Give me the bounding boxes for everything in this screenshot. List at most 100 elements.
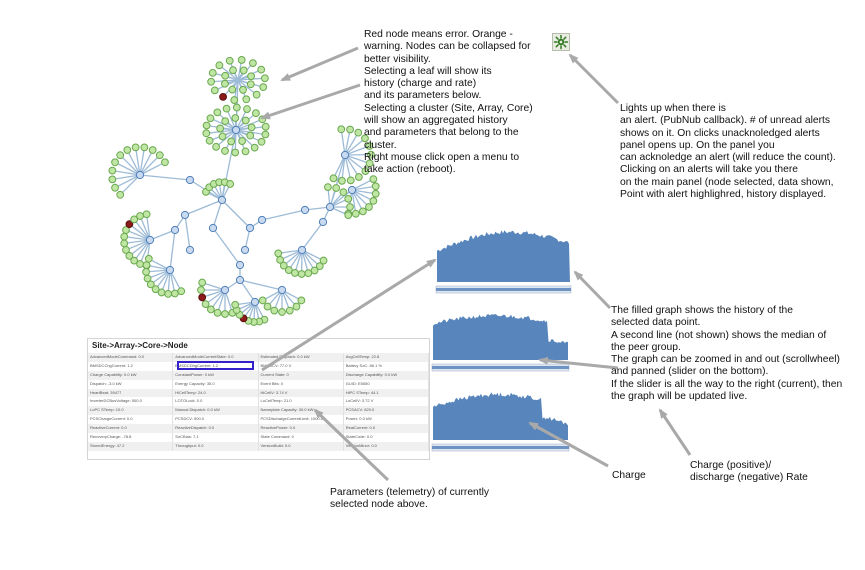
param-cell[interactable]: AdvancedModeCurrentState: 0.0	[173, 353, 259, 362]
leaf-node[interactable]	[231, 300, 240, 309]
leaf-node[interactable]	[279, 261, 288, 270]
cluster-node[interactable]	[208, 223, 218, 233]
network-edge[interactable]	[239, 279, 256, 303]
param-cell[interactable]: ConstantPower: 0 kW	[173, 370, 259, 380]
network-edge[interactable]	[344, 129, 351, 156]
cluster-node[interactable]	[170, 225, 180, 235]
leaf-node[interactable]	[221, 147, 229, 155]
param-cell[interactable]: BMSDCChgCurrent: 1.2	[88, 361, 174, 371]
network-edge[interactable]	[133, 239, 151, 262]
network-edge[interactable]	[344, 137, 366, 156]
leaf-node[interactable]	[291, 269, 299, 277]
param-cell[interactable]: Battery SoC: 86.1 %	[344, 361, 429, 371]
param-cell[interactable]: RecoveryCharge: -78.8	[88, 433, 174, 442]
leaf-node[interactable]	[228, 85, 237, 94]
leaf-node[interactable]	[252, 90, 261, 99]
network-edge[interactable]	[114, 174, 141, 189]
network-edge[interactable]	[239, 279, 283, 291]
leaf-node[interactable]	[210, 86, 219, 95]
leaf-node[interactable]	[297, 296, 306, 305]
cluster-node[interactable]	[180, 210, 190, 220]
network-edge[interactable]	[134, 147, 141, 176]
leaf-node[interactable]	[161, 158, 169, 167]
network-edge[interactable]	[344, 154, 370, 164]
param-cell[interactable]: Manual Dispatch: 0.0 kW	[173, 406, 259, 416]
param-cell[interactable]: Current State: 0	[259, 370, 344, 380]
leaf-node[interactable]	[231, 114, 240, 122]
param-cell[interactable]: AdvancedModeCommand: 0.0	[88, 353, 174, 362]
network-edge[interactable]	[139, 215, 151, 241]
leaf-node[interactable]	[284, 266, 293, 274]
error-node[interactable]	[198, 293, 207, 302]
leaf-node[interactable]	[259, 83, 268, 92]
leaf-node[interactable]	[365, 203, 373, 211]
leaf-node[interactable]	[202, 129, 211, 138]
param-cell[interactable]: StoredEnergy: 47.2	[88, 441, 174, 451]
network-edge[interactable]	[119, 154, 141, 176]
param-cell[interactable]: ReactiveCurrent: 0.0	[88, 424, 174, 434]
network-edge[interactable]	[237, 79, 258, 96]
leaf-node[interactable]	[369, 175, 378, 184]
param-cell[interactable]: SoCBias: 7.1	[173, 433, 259, 442]
leaf-node[interactable]	[346, 176, 355, 185]
param-cell[interactable]: HiPC STemp: 44.1	[344, 388, 429, 398]
cluster-node[interactable]	[300, 205, 310, 215]
network-edge[interactable]	[340, 129, 346, 156]
cluster-node[interactable]	[318, 217, 328, 227]
leaf-node[interactable]	[247, 123, 256, 132]
param-cell[interactable]: Dispatch: -3.0 kW	[88, 379, 174, 389]
leaf-node[interactable]	[151, 285, 160, 294]
leaf-node[interactable]	[241, 116, 250, 125]
leaf-node[interactable]	[252, 109, 260, 118]
leaf-node[interactable]	[358, 207, 367, 216]
leaf-node[interactable]	[261, 122, 270, 131]
leaf-node[interactable]	[261, 130, 270, 139]
cluster-node[interactable]	[231, 125, 241, 135]
leaf-node[interactable]	[243, 105, 251, 113]
error-node[interactable]	[219, 92, 227, 101]
network-edge[interactable]	[304, 206, 331, 211]
cluster-node[interactable]	[347, 185, 357, 195]
leaf-node[interactable]	[122, 226, 130, 234]
network-edge[interactable]	[344, 154, 366, 172]
leaf-node[interactable]	[239, 66, 248, 75]
leaf-node[interactable]	[225, 56, 234, 65]
cluster-node[interactable]	[235, 275, 245, 285]
history-slider-track[interactable]	[436, 288, 571, 291]
leaf-node[interactable]	[230, 96, 239, 104]
leaf-node[interactable]	[338, 176, 346, 185]
leaf-node[interactable]	[130, 215, 139, 224]
cluster-node[interactable]	[257, 215, 267, 225]
cluster-node[interactable]	[165, 265, 175, 275]
network-edge[interactable]	[128, 239, 151, 257]
leaf-node[interactable]	[344, 194, 353, 203]
leaf-node[interactable]	[241, 147, 250, 156]
leaf-node[interactable]	[292, 302, 301, 311]
network-edge[interactable]	[344, 132, 359, 156]
param-cell[interactable]: Charge Capability: 0.0 kW	[88, 370, 174, 380]
param-cell[interactable]: VersionMinor: 0.0	[344, 441, 429, 451]
leaf-node[interactable]	[157, 288, 166, 297]
leaf-node[interactable]	[125, 251, 134, 260]
leaf-node[interactable]	[111, 183, 119, 192]
network-edge[interactable]	[212, 199, 223, 229]
leaf-node[interactable]	[274, 249, 283, 258]
leaf-node[interactable]	[351, 209, 360, 218]
leaf-node[interactable]	[346, 125, 354, 134]
leaf-node[interactable]	[205, 136, 214, 145]
network-edge[interactable]	[341, 154, 346, 181]
leaf-node[interactable]	[227, 137, 236, 146]
leaf-node[interactable]	[365, 159, 374, 168]
param-cell[interactable]: HiCellV: 3.74 V	[259, 388, 344, 398]
leaf-node[interactable]	[221, 310, 229, 318]
leaf-node[interactable]	[365, 142, 374, 150]
param-cell[interactable]: PCSChargeCurrent: 0.0	[88, 415, 174, 425]
leaf-node[interactable]	[263, 302, 272, 311]
network-edge[interactable]	[139, 149, 154, 176]
cluster-node[interactable]	[235, 260, 245, 270]
leaf-node[interactable]	[202, 121, 211, 130]
leaf-node[interactable]	[221, 79, 229, 88]
cluster-node[interactable]	[325, 202, 335, 212]
leaf-node[interactable]	[354, 128, 363, 137]
leaf-node[interactable]	[246, 131, 255, 140]
